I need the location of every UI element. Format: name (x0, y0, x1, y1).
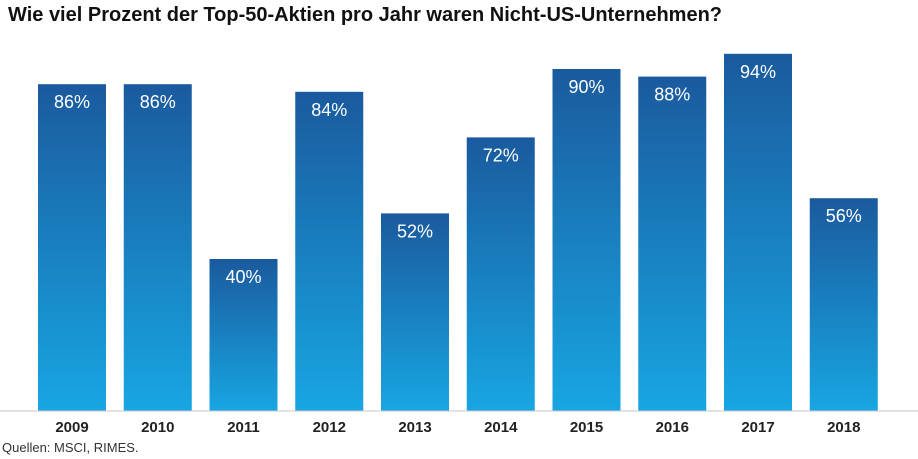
bar-2009 (38, 84, 106, 411)
data-label-2018: 56% (826, 206, 862, 226)
data-label-2010: 86% (140, 92, 176, 112)
bar-2010 (123, 84, 192, 411)
data-label-2013: 52% (397, 221, 433, 241)
chart-title: Wie viel Prozent der Top-50-Aktien pro J… (8, 4, 723, 26)
bar-2013 (381, 213, 449, 411)
data-label-2014: 72% (483, 145, 519, 165)
x-tick-labels: 2009 2010 2011 2012 2013 2014 2015 2016 2017 2018 (55, 419, 860, 436)
data-label-2011: 40% (225, 267, 261, 287)
x-tick-label-2015: 2015 (570, 419, 603, 436)
bars-group: 86% 86% 40% 84% 52% 72% 90% 88% 94% 56% (38, 53, 878, 412)
x-tick-label-2014: 2014 (484, 419, 518, 436)
data-label-2015: 90% (568, 77, 604, 97)
x-tick-label-2016: 2016 (656, 419, 689, 436)
bar-2016 (638, 76, 707, 411)
x-tick-label-2012: 2012 (313, 419, 346, 436)
data-label-2012: 84% (311, 100, 347, 120)
x-tick-label-2018: 2018 (827, 419, 860, 436)
data-label-2017: 94% (740, 62, 776, 82)
bar-2012 (295, 91, 364, 412)
data-label-2009: 86% (54, 92, 90, 112)
bar-2014 (466, 137, 535, 411)
x-tick-label-2009: 2009 (55, 419, 88, 436)
x-tick-label-2013: 2013 (398, 419, 431, 436)
bar-2011 (209, 259, 278, 411)
x-tick-label-2017: 2017 (741, 419, 774, 436)
data-label-2016: 88% (654, 85, 690, 105)
bar-chart: 86% 86%40%84%52%72%90% 88%94%56% 2009 2010 2… (0, 53, 918, 436)
x-tick-label-2011: 2011 (227, 419, 260, 436)
source-note: Quellen: MSCI, RIMES. (2, 440, 139, 455)
bar-2018 (809, 198, 878, 411)
bar-2017 (724, 53, 792, 412)
bar-2015 (552, 69, 621, 411)
x-tick-label-2010: 2010 (141, 419, 174, 436)
